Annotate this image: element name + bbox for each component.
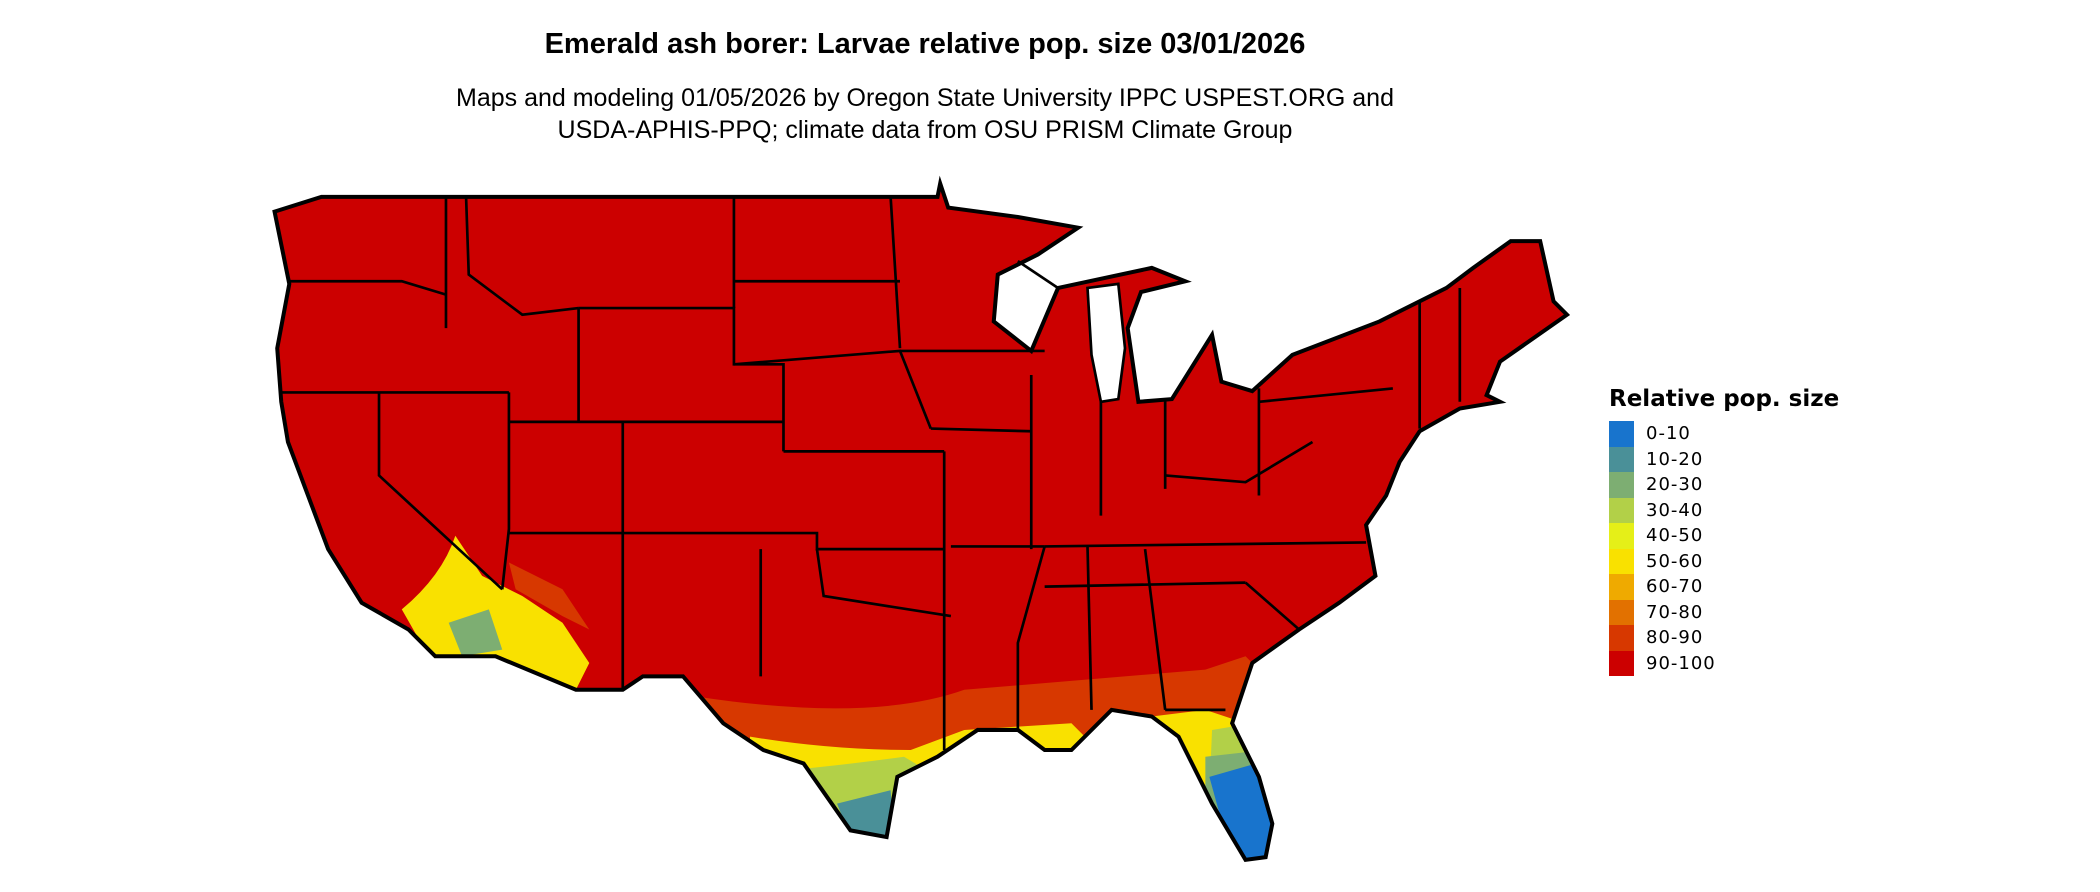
legend-label: 70-80 [1646,601,1704,623]
legend-label: 60-70 [1646,576,1704,598]
legend-item: 20-30 [1609,472,1839,498]
legend-item: 80-90 [1609,625,1839,651]
legend-label: 50-60 [1646,550,1704,572]
band-50-60-az [401,535,590,690]
state-borders [281,196,1462,751]
legend-title: Relative pop. size [1609,386,1840,412]
legend-swatch [1609,523,1634,549]
legend-item: 40-50 [1609,523,1839,549]
legend-label: 20-30 [1646,474,1704,496]
lake-michigan [1086,282,1127,404]
legend-swatch [1609,497,1634,523]
legend-swatch [1609,599,1634,625]
legend-item: 50-60 [1609,548,1839,574]
map-subtitle-line2: USDA-APHIS-PPQ; climate data from OSU PR… [557,116,1293,144]
legend-label: 30-40 [1646,499,1704,521]
band-20-30-ca [448,609,503,657]
legend-label: 80-90 [1646,627,1704,649]
legend-label: 0-10 [1646,423,1691,445]
legend-swatch [1609,650,1634,676]
legend-label: 10-20 [1646,448,1704,470]
legend-item: 0-10 [1609,421,1839,447]
map-subtitle-line1: Maps and modeling 01/05/2026 by Oregon S… [456,84,1394,112]
band-80-90-az [508,562,590,630]
legend-label: 40-50 [1646,525,1704,547]
legend-item: 30-40 [1609,497,1839,523]
legend-swatch [1609,472,1634,498]
legend-item: 90-100 [1609,650,1839,676]
legend-label: 90-100 [1646,652,1716,674]
map-title: Emerald ash borer: Larvae relative pop. … [544,28,1306,60]
legend-item: 10-20 [1609,446,1839,472]
legend-swatch [1609,574,1634,600]
legend: Relative pop. size 0-10 10-20 20-30 30-40 40… [1609,386,1839,676]
legend-swatch [1609,625,1634,651]
legend-swatch [1609,421,1634,447]
legend-swatch [1609,548,1634,574]
legend-item: 70-80 [1609,599,1839,625]
legend-item: 60-70 [1609,574,1839,600]
band-0-10-fl [1209,760,1286,860]
legend-swatch [1609,446,1634,472]
